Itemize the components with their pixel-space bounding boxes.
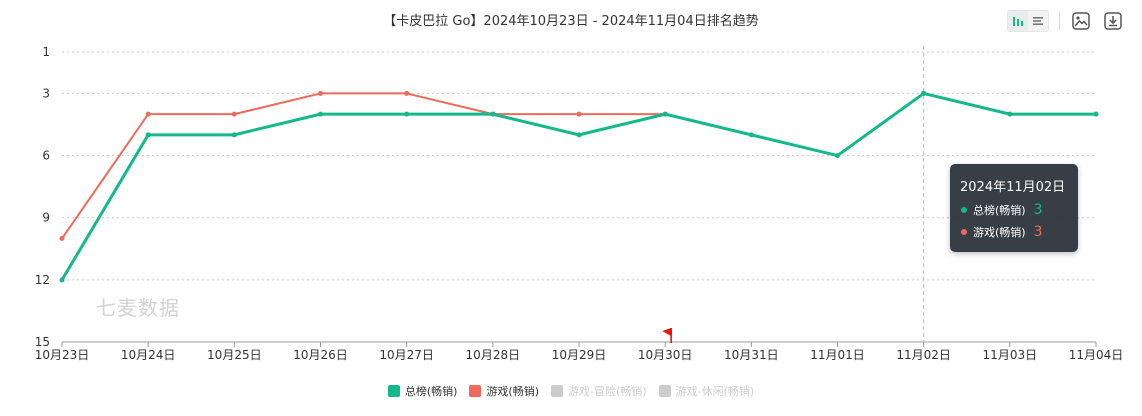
x-tick-label: 11月03日 — [983, 348, 1038, 362]
data-point — [318, 111, 323, 117]
flag-cloth — [662, 328, 672, 336]
x-tick-label: 10月31日 — [724, 348, 779, 362]
series-line — [923, 92, 1096, 116]
legend-item-total[interactable]: 总榜(畅销) — [387, 383, 458, 399]
y-tick-label: 9 — [42, 211, 50, 225]
watermark: 七麦数据 — [96, 296, 180, 320]
legend-label: 游戏-休闲(畅销) — [675, 385, 755, 398]
data-point — [59, 277, 65, 283]
data-point — [1093, 111, 1099, 117]
data-point — [1007, 111, 1013, 117]
legend-item-game-casual[interactable]: 游戏-休闲(畅销) — [658, 383, 755, 399]
x-tick-label: 10月24日 — [121, 348, 176, 362]
flag-icon — [662, 328, 672, 343]
data-point — [576, 132, 582, 138]
x-tick-label: 10月29日 — [552, 348, 607, 362]
y-tick-label: 15 — [35, 335, 50, 349]
x-tick-label: 10月26日 — [293, 348, 348, 362]
x-tick-label: 11月01日 — [810, 348, 865, 362]
x-tick-label: 11月02日 — [896, 348, 951, 362]
chart-view-switch — [1007, 10, 1049, 32]
data-point — [59, 235, 65, 241]
x-tick-label: 11月04日 — [1069, 348, 1124, 362]
series-line — [60, 91, 1096, 281]
legend-label: 总榜(畅销) — [404, 385, 458, 398]
chart-tooltip: 2024年11月02日 总榜(畅销) 3 游戏(畅销) 3 — [950, 164, 1078, 252]
legend-item-game-adventure[interactable]: 游戏-冒险(畅销) — [551, 383, 647, 399]
tooltip-series-value: 3 — [1033, 224, 1043, 240]
tooltip-series-value: 3 — [1033, 202, 1043, 218]
chart-legend: 总榜(畅销) 游戏(畅销) 游戏-冒险(畅销) 游戏-休闲(畅销) — [0, 383, 1142, 399]
y-tick-label: 1 — [42, 45, 50, 59]
x-tick-label: 10月28日 — [466, 348, 521, 362]
tooltip-row: 游戏(畅销) 3 — [961, 224, 1043, 240]
chart-toolbar — [1007, 8, 1124, 34]
legend-swatch — [658, 385, 671, 397]
series-dot-icon — [961, 207, 967, 213]
legend-swatch — [387, 385, 400, 397]
data-point — [576, 111, 582, 117]
y-tick-label: 12 — [35, 273, 50, 287]
data-point — [404, 90, 410, 96]
x-tick-label: 10月23日 — [35, 348, 90, 362]
legend-item-game[interactable]: 游戏(畅销) — [469, 383, 539, 399]
data-point — [231, 132, 237, 138]
y-tick-label: 3 — [42, 86, 50, 100]
list-icon[interactable] — [1028, 11, 1048, 31]
series-dot-icon — [961, 229, 967, 235]
toolbar-divider — [1059, 12, 1060, 30]
data-point — [145, 111, 151, 117]
x-tick-label: 10月25日 — [207, 348, 262, 362]
data-point — [145, 132, 151, 138]
x-tick-label: 10月30日 — [638, 348, 693, 362]
data-point — [835, 153, 840, 159]
y-tick-label: 6 — [42, 149, 50, 163]
data-point — [748, 132, 754, 138]
download-icon[interactable] — [1102, 10, 1124, 32]
legend-label: 游戏(畅销) — [486, 385, 540, 398]
data-point — [231, 111, 237, 117]
data-point — [921, 90, 927, 96]
image-download-icon[interactable] — [1070, 10, 1092, 32]
legend-label: 游戏-冒险(畅销) — [568, 385, 647, 398]
tooltip-series-name: 游戏(畅销) — [973, 226, 1026, 239]
tooltip-date: 2024年11月02日 — [960, 180, 1066, 195]
x-tick-label: 10月27日 — [379, 348, 434, 362]
tooltip-series-name: 总榜(畅销) — [973, 204, 1026, 217]
chart-title: 【卡皮巴拉 Go】2024年10月23日 - 2024年11月04日排名趋势 — [383, 14, 759, 29]
legend-swatch — [469, 385, 482, 397]
data-point — [490, 111, 496, 117]
tooltip-row: 总榜(畅销) 3 — [961, 202, 1043, 218]
data-point — [318, 90, 323, 96]
bar-chart-icon[interactable] — [1008, 11, 1028, 31]
data-point — [662, 111, 668, 117]
legend-swatch — [551, 385, 564, 397]
series-line — [61, 92, 666, 239]
data-point — [404, 111, 410, 117]
